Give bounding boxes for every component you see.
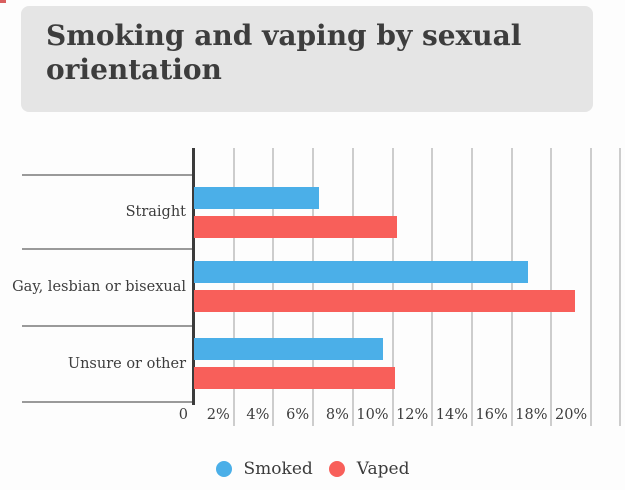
category-label: Straight	[125, 204, 186, 220]
gridline	[351, 148, 354, 426]
plot-right-edge-line	[619, 148, 621, 426]
gridline	[510, 148, 513, 426]
row-separator	[22, 174, 194, 176]
chart-title: Smoking and vaping by sexual orientation	[46, 19, 522, 86]
gridline	[272, 148, 275, 426]
row-separator	[22, 248, 194, 250]
bar-vaped-row1[interactable]	[194, 290, 576, 312]
x-tick-label: 2%	[206, 407, 230, 423]
gridline	[312, 148, 315, 426]
bar-smoked-row2[interactable]	[194, 338, 383, 360]
x-tick-label: 18%	[515, 407, 548, 423]
category-label: Unsure or other	[67, 356, 186, 372]
bar-smoked-row1[interactable]	[194, 261, 528, 283]
x-tick-label: 4%	[246, 407, 270, 423]
x-tick-label: 20%	[554, 407, 588, 423]
x-tick-label: 12%	[396, 407, 429, 423]
category-axis: Straight Gay, lesbian or bisexual Unsure o…	[12, 148, 194, 426]
top-left-red-artifact	[0, 0, 6, 3]
bar-vaped-row0[interactable]	[194, 216, 397, 238]
legend-item-label: Vaped	[356, 459, 410, 479]
x-tick-zero: 0	[178, 407, 188, 423]
legend-item-vaped[interactable]: Vaped	[328, 458, 410, 480]
row-separator	[22, 325, 194, 327]
y-axis-line	[192, 148, 195, 405]
legend-dot-icon	[215, 461, 232, 477]
title-card: Smoking and vaping by sexual orientation	[21, 6, 593, 112]
legend-item-label: Smoked	[243, 459, 313, 479]
gridline	[391, 148, 394, 426]
gridline	[431, 148, 434, 426]
x-tick-label: 8%	[325, 407, 349, 423]
plot-area: 2% 4% 6% 8% 10% 12% 14% 16% 18% 20%	[194, 148, 621, 426]
x-axis-baseline	[22, 401, 194, 403]
gridline	[590, 148, 593, 426]
legend-item-smoked[interactable]: Smoked	[215, 458, 313, 480]
legend: Smoked Vaped	[0, 458, 625, 480]
gridline	[232, 148, 235, 426]
x-tick-label: 10%	[356, 407, 389, 423]
category-label: Gay, lesbian or bisexual	[12, 279, 186, 295]
gridline	[471, 148, 474, 426]
gridline	[550, 148, 553, 426]
x-tick-label: 16%	[475, 407, 508, 423]
legend-dot-icon	[328, 461, 345, 477]
bar-smoked-row0[interactable]	[194, 187, 320, 209]
x-tick-label: 14%	[435, 407, 469, 423]
bar-vaped-row2[interactable]	[194, 367, 395, 389]
x-tick-label: 6%	[286, 407, 310, 423]
